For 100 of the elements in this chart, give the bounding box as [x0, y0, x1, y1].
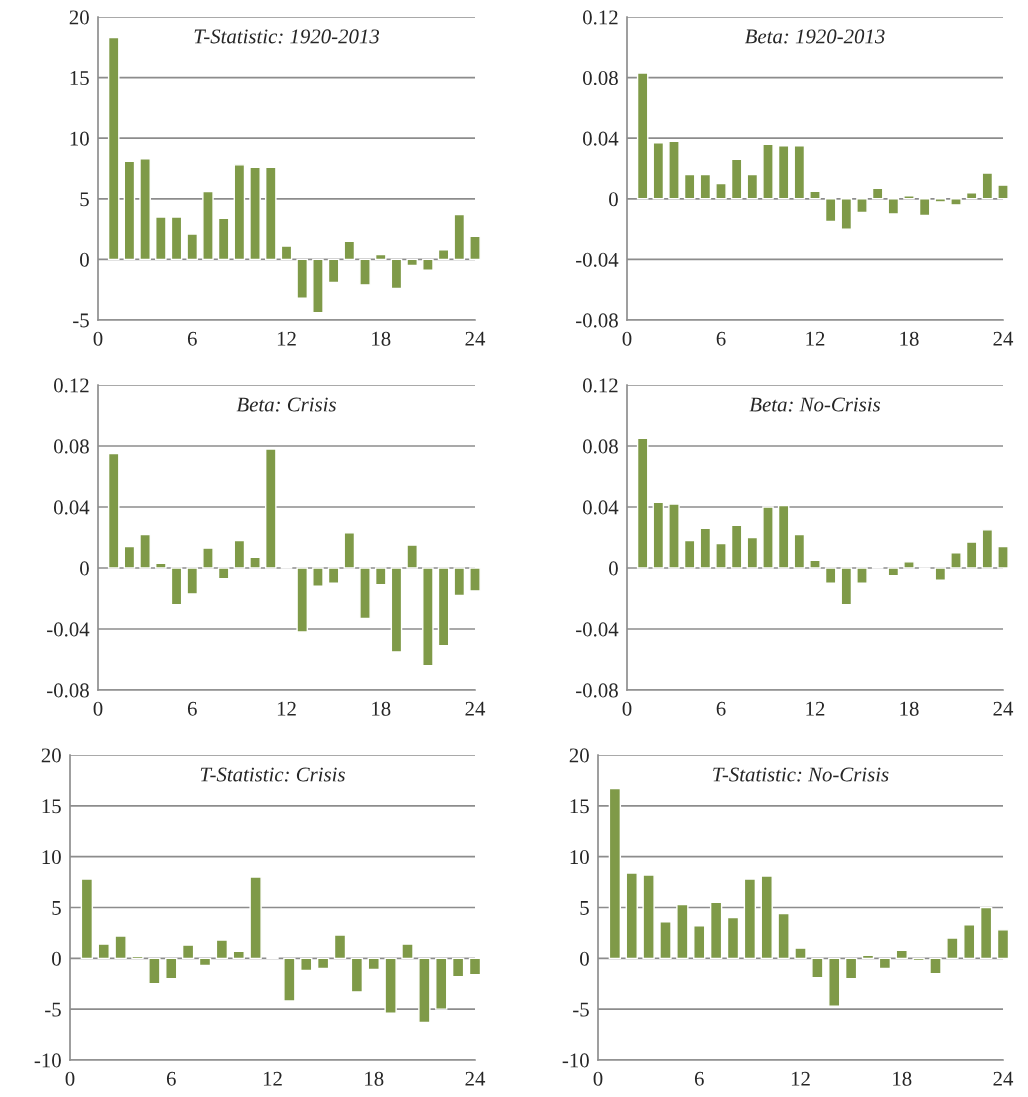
x-tick-label: 0	[622, 331, 632, 346]
chart-title: T-Statistic: 1920-2013	[194, 29, 380, 44]
x-tick-label: 18	[372, 331, 391, 346]
y-tick-label: 0.04	[583, 131, 619, 146]
bar	[840, 198, 853, 230]
bar	[406, 258, 418, 267]
x-tick-label: 0	[622, 701, 632, 716]
bar	[170, 216, 183, 261]
bar	[981, 172, 994, 200]
bar	[453, 213, 466, 261]
x-tick-label: 6	[694, 1071, 704, 1086]
y-tick-label: 0.04	[583, 500, 619, 515]
chart-title: Beta: 1920-2013	[744, 29, 885, 44]
bar	[123, 160, 136, 261]
bar	[918, 198, 931, 217]
x-tick-label: 24	[993, 701, 1014, 716]
bar	[636, 72, 649, 200]
x-tick-label: 12	[263, 1071, 282, 1086]
bar	[359, 258, 371, 286]
bar	[965, 192, 978, 200]
bar	[809, 559, 821, 569]
bar	[343, 240, 356, 261]
bar	[316, 957, 330, 970]
bar	[934, 198, 947, 203]
bar	[155, 216, 167, 261]
bar	[793, 533, 806, 569]
bar	[367, 957, 380, 971]
bar	[390, 567, 403, 653]
bar	[777, 504, 790, 569]
bar	[406, 544, 418, 569]
y-tick-label: 0.12	[54, 378, 89, 393]
x-tick-label: 18	[372, 701, 391, 716]
y-tick-label: 0.04	[54, 500, 90, 515]
bar	[668, 503, 680, 569]
x-tick-label: 24	[465, 331, 486, 346]
bar	[437, 249, 450, 261]
bar	[743, 878, 757, 960]
bar	[715, 542, 727, 569]
bar	[97, 943, 110, 960]
bar	[693, 925, 706, 960]
y-tick-label: -5	[73, 313, 89, 328]
bar	[746, 536, 759, 569]
y-tick-label: 0.08	[583, 70, 618, 86]
bar	[659, 921, 672, 960]
y-tick-label: 0	[609, 561, 618, 576]
bar	[730, 158, 743, 200]
bar	[746, 173, 759, 200]
y-tick-label: 5	[580, 901, 589, 915]
bar	[264, 166, 277, 261]
y-tick-label: -5	[45, 1002, 61, 1017]
x-tick-label: 18	[900, 331, 919, 346]
bar	[300, 957, 313, 972]
bar	[777, 145, 790, 200]
bar	[903, 561, 915, 569]
bar	[469, 235, 481, 261]
y-tick-label: -0.04	[576, 622, 619, 637]
bar	[997, 545, 1009, 569]
y-tick-label: -10	[562, 1053, 589, 1068]
y-tick-label: -0.08	[47, 683, 89, 698]
bar	[668, 140, 680, 200]
bar	[608, 787, 622, 960]
bar	[950, 552, 962, 569]
x-tick-label: 6	[716, 701, 726, 716]
bar	[215, 939, 229, 960]
bar	[437, 567, 450, 647]
y-tick-label: 0.12	[583, 378, 618, 393]
bar	[760, 875, 773, 960]
bar	[422, 258, 434, 272]
bar	[811, 957, 824, 979]
x-tick-label: 12	[806, 331, 825, 346]
bar	[963, 924, 976, 960]
bar	[981, 529, 994, 569]
y-tick-label: 0	[609, 192, 618, 207]
bar	[794, 947, 807, 960]
bar	[887, 567, 900, 577]
bar	[401, 943, 414, 960]
bar	[327, 258, 340, 284]
bar	[828, 957, 841, 1007]
y-tick-label: 20	[69, 10, 89, 25]
x-tick-label: 18	[900, 701, 919, 716]
bar	[312, 567, 324, 587]
bar	[997, 184, 1009, 200]
bar	[824, 198, 837, 223]
bar	[198, 957, 212, 967]
bar	[730, 524, 743, 569]
bar	[107, 36, 120, 261]
chart-title: T-Statistic: Crisis	[200, 767, 345, 782]
bar	[642, 874, 655, 960]
bar	[878, 957, 892, 970]
bar	[840, 567, 853, 606]
y-tick-label: 0.08	[54, 439, 89, 454]
bar	[327, 567, 340, 584]
y-tick-label: 0.12	[583, 10, 618, 25]
x-tick-label: 24	[993, 331, 1014, 346]
bar	[676, 903, 689, 960]
bar	[856, 567, 868, 584]
bar	[249, 556, 261, 569]
bar	[139, 158, 151, 261]
bar	[903, 195, 915, 200]
bar	[384, 957, 397, 1014]
